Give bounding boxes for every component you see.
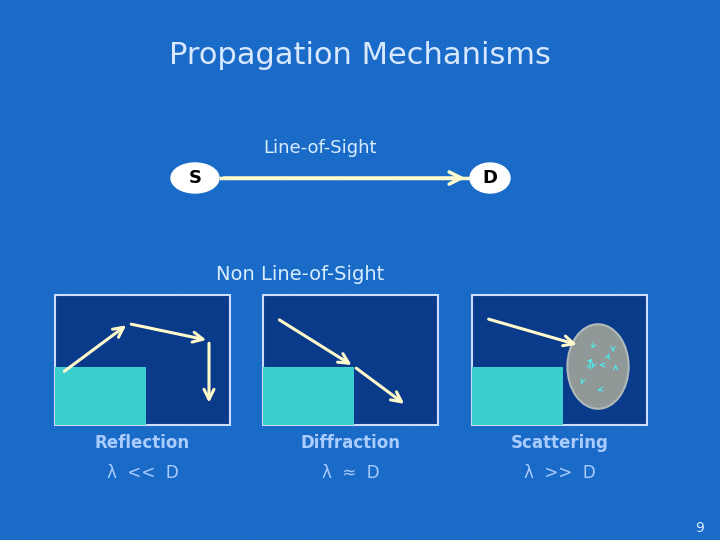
Bar xyxy=(263,367,354,425)
Bar xyxy=(472,367,563,425)
Bar xyxy=(263,295,438,425)
Ellipse shape xyxy=(470,163,510,193)
Bar xyxy=(55,367,146,425)
Text: λ  <<  D: λ << D xyxy=(107,464,179,482)
Ellipse shape xyxy=(171,163,219,193)
Text: D: D xyxy=(482,169,498,187)
Text: Non Line-of-Sight: Non Line-of-Sight xyxy=(216,266,384,285)
Text: Scattering: Scattering xyxy=(510,434,608,452)
Text: Propagation Mechanisms: Propagation Mechanisms xyxy=(169,40,551,70)
Text: Diffraction: Diffraction xyxy=(300,434,400,452)
Text: λ  ≈  D: λ ≈ D xyxy=(322,464,379,482)
Bar xyxy=(472,295,647,425)
Text: Line-of-Sight: Line-of-Sight xyxy=(264,139,377,157)
Text: 9: 9 xyxy=(696,521,704,535)
Text: Reflection: Reflection xyxy=(95,434,190,452)
Text: S: S xyxy=(189,169,202,187)
Text: λ  >>  D: λ >> D xyxy=(523,464,595,482)
Bar xyxy=(55,295,230,425)
Ellipse shape xyxy=(567,324,629,409)
